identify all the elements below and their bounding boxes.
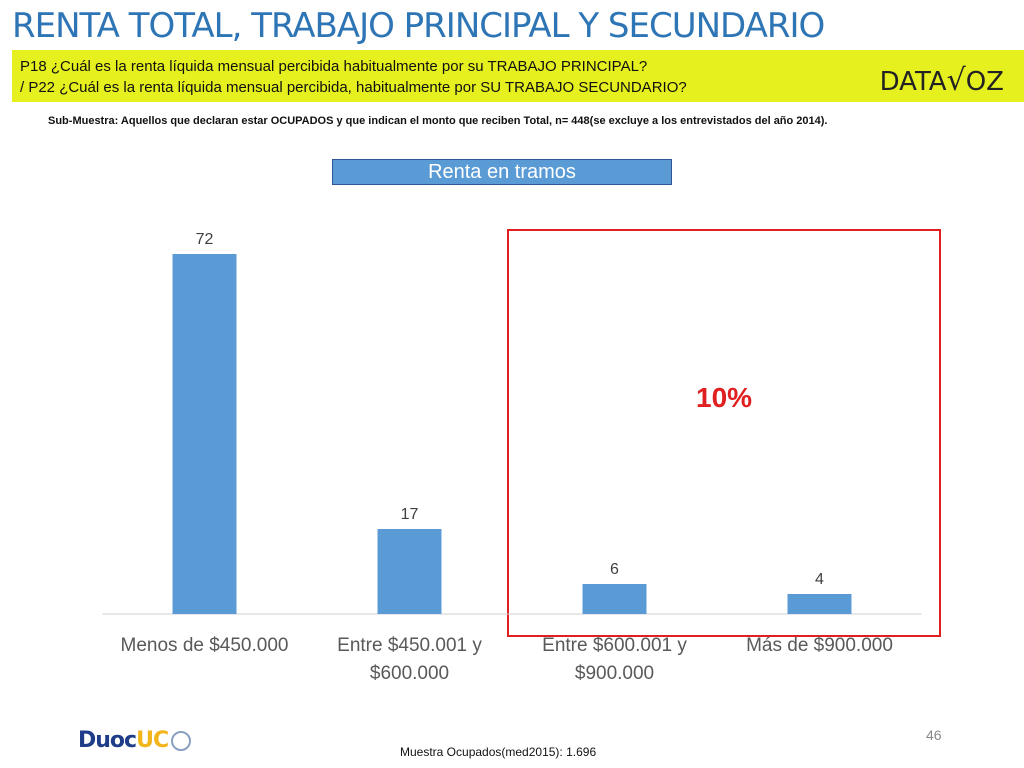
datavoz-logo: DATA√OZ bbox=[879, 63, 1004, 98]
category-label-1-0: Entre $450.001 y bbox=[337, 635, 482, 656]
category-label-2-1: $900.000 bbox=[575, 663, 654, 684]
data-label-0: 72 bbox=[196, 231, 214, 248]
category-label-1-1: $600.000 bbox=[370, 663, 449, 684]
question-p22: / P22 ¿Cuál es la renta líquida mensual … bbox=[20, 79, 687, 96]
bar-2 bbox=[582, 584, 647, 614]
category-label-3-0: Más de $900.000 bbox=[746, 635, 893, 656]
page-title: RENTA TOTAL, TRABAJO PRINCIPAL Y SECUNDA… bbox=[12, 6, 825, 46]
question-band: P18 ¿Cuál es la renta líquida mensual pe… bbox=[12, 50, 1024, 102]
page-number: 46 bbox=[926, 727, 942, 743]
category-label-0-0: Menos de $450.000 bbox=[121, 635, 289, 656]
category-label-2-0: Entre $600.001 y bbox=[542, 635, 687, 656]
data-label-2: 6 bbox=[610, 561, 619, 578]
highlight-box bbox=[507, 229, 941, 637]
duocuc-logo: DuocUC bbox=[78, 728, 192, 753]
chart-title: Renta en tramos bbox=[332, 159, 672, 185]
footer-note: Muestra Ocupados(med2015): 1.696 bbox=[400, 745, 597, 759]
data-label-1: 17 bbox=[401, 506, 419, 523]
bar-0 bbox=[172, 254, 237, 614]
sample-note: Sub-Muestra: Aquellos que declaran estar… bbox=[48, 115, 828, 127]
bar-1 bbox=[377, 529, 442, 614]
data-label-3: 4 bbox=[815, 571, 824, 588]
highlight-percent: 10% bbox=[696, 382, 753, 413]
bar-3 bbox=[787, 594, 852, 614]
question-p18: P18 ¿Cuál es la renta líquida mensual pe… bbox=[20, 58, 648, 75]
